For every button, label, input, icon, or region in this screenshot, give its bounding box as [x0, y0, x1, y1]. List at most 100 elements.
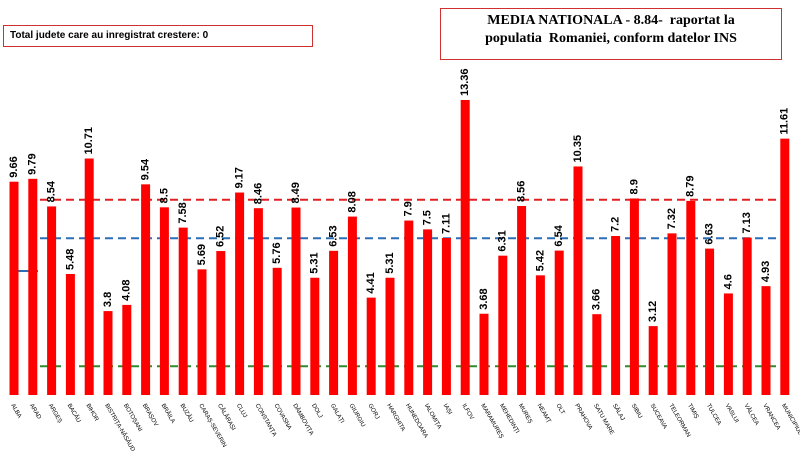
value-label: 5.31 — [384, 252, 396, 273]
x-tick-label: VRANCEA — [761, 403, 781, 431]
bar — [479, 313, 489, 395]
value-label: 9.17 — [234, 167, 246, 188]
bar — [9, 181, 19, 395]
value-label: 10.71 — [83, 127, 95, 155]
bar — [47, 206, 57, 395]
value-label: 7.13 — [741, 212, 753, 233]
bar — [573, 166, 583, 395]
bar — [84, 158, 94, 395]
annotation: Total judete care au inregistrat crester… — [3, 25, 313, 47]
value-label: 9.66 — [8, 156, 20, 177]
bar — [517, 205, 527, 395]
value-label: 4.08 — [121, 279, 133, 300]
bar — [780, 138, 790, 395]
bar — [103, 311, 113, 395]
value-label: 7.5 — [422, 210, 434, 225]
value-label: 6.53 — [328, 225, 340, 246]
x-tick-label: TIMIȘ — [686, 403, 699, 420]
x-tick-label: BRAȘOV — [141, 403, 159, 428]
bar — [611, 236, 621, 395]
x-tick-label: SUCEAVA — [648, 403, 667, 430]
bar — [648, 326, 658, 395]
chart-title: MEDIA NATIONALA - 8.84- raportat la popu… — [440, 8, 782, 60]
value-label: 9.54 — [140, 158, 152, 180]
bar — [329, 250, 339, 395]
x-tick-label: SIBIU — [630, 403, 643, 420]
x-tick-label: VÂLCEA — [742, 403, 760, 427]
value-label: 7.2 — [610, 217, 622, 232]
x-tick-label: GALAȚI — [329, 403, 345, 425]
value-label: 7.32 — [666, 208, 678, 229]
x-tick-label: SATU MARE — [592, 403, 614, 436]
bar — [554, 250, 564, 395]
bar — [686, 200, 696, 395]
x-tick-label: MUNICIPIUL BUCUREȘTI — [780, 403, 800, 459]
x-tick-label: MUREȘ — [517, 403, 533, 425]
value-label: 11.61 — [779, 108, 791, 135]
value-label: 10.35 — [572, 135, 584, 163]
bar — [272, 267, 282, 395]
value-label: 8.46 — [252, 183, 264, 204]
x-tick-label: BACĂU — [66, 403, 82, 424]
bar — [159, 207, 169, 395]
bar — [629, 198, 639, 395]
bar — [235, 192, 245, 395]
x-tick-label: VASLUI — [724, 403, 740, 424]
bar — [310, 277, 320, 395]
x-tick-label: CĂLĂRAȘI — [216, 403, 237, 432]
value-label: 7.58 — [177, 202, 189, 223]
bar — [667, 233, 677, 395]
bar — [723, 293, 733, 395]
x-tick-label: TULCEA — [705, 403, 722, 427]
value-label: 4.93 — [760, 261, 772, 282]
value-label: 13.36 — [459, 68, 471, 96]
bar — [65, 273, 75, 395]
value-label: 8.9 — [628, 179, 640, 194]
value-label: 3.66 — [591, 289, 603, 310]
x-tick-label: BUZĂU — [178, 403, 194, 424]
bar — [705, 248, 715, 395]
bar — [216, 251, 226, 395]
value-label: 3.12 — [647, 301, 659, 322]
bar — [423, 229, 433, 395]
bar — [460, 100, 470, 395]
value-label: 7.9 — [403, 201, 415, 216]
value-label: 3.68 — [478, 288, 490, 309]
value-label: 6.54 — [553, 224, 565, 246]
bar — [535, 275, 545, 395]
value-label: 8.08 — [346, 191, 358, 212]
x-tick-label: CLUJ — [235, 403, 248, 419]
bar — [291, 207, 301, 395]
bar — [385, 277, 395, 395]
bar — [498, 255, 508, 395]
value-label: 7.11 — [440, 213, 452, 234]
bar — [347, 216, 357, 395]
value-label: 8.49 — [290, 182, 302, 203]
value-label: 8.56 — [516, 181, 528, 202]
value-label: 8.79 — [685, 175, 697, 196]
x-tick-label: CONSTANȚA — [254, 403, 277, 438]
bar — [122, 304, 132, 395]
bar — [742, 237, 752, 395]
value-label: 5.42 — [534, 250, 546, 271]
x-tick-label: BIHOR — [84, 403, 99, 423]
value-label: 5.69 — [196, 244, 208, 265]
value-label: 5.76 — [271, 242, 283, 263]
x-tick-label: ILFOV — [460, 403, 474, 421]
bar — [141, 184, 151, 395]
x-tick-label: BOTOȘANI — [122, 403, 143, 433]
x-tick-label: GORJ — [366, 403, 380, 420]
value-label: 6.63 — [704, 223, 716, 244]
bar — [404, 220, 414, 395]
x-tick-label: ARAD — [28, 403, 42, 421]
bar — [761, 286, 771, 395]
bar — [178, 227, 188, 395]
x-tick-label: DOLJ — [310, 403, 323, 419]
x-tick-label: COVASNA — [272, 403, 292, 431]
value-label: 3.8 — [102, 292, 114, 307]
x-tick-label: HARGHITA — [385, 403, 405, 432]
value-label: 6.52 — [215, 226, 227, 247]
x-tick-label: MEHEDINȚI — [498, 403, 520, 435]
